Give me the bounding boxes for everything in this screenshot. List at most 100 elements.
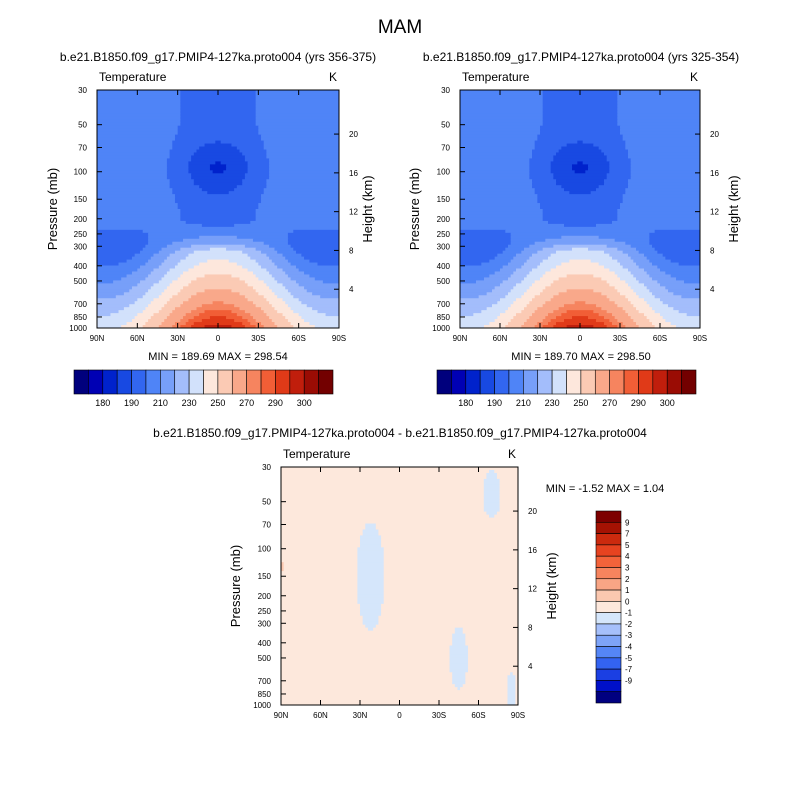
colorbar-swatch [436,369,452,395]
contour-cell [537,197,624,201]
contour-cell [281,511,487,516]
contour-cell [542,289,568,293]
contour-cell [449,648,469,653]
contour-cell [360,606,382,611]
contour-cell [375,523,518,528]
contour-cell [118,262,146,267]
contour-cell [261,322,276,326]
contour-cell [617,92,700,97]
contour-cell [236,146,265,151]
y-tick-label: 150 [74,195,88,204]
contour-cell [532,152,557,157]
contour-cell [177,262,200,267]
y-tick-label: 400 [437,262,451,271]
contour-cell [512,672,518,676]
contour-cell [550,167,573,171]
contour-cell [255,217,339,222]
colorbar-swatch [652,369,668,395]
contour-cell [486,292,509,296]
contour-cell [617,247,637,252]
contour-cell [255,274,273,279]
contour-cell [201,304,235,308]
contour-cell [577,161,584,165]
contour-cell [460,185,533,189]
contour-cell [649,289,669,293]
contour-cell [196,149,241,154]
contour-cell [564,188,597,192]
y-tick-label: 500 [437,277,451,286]
contour-cell [180,289,206,293]
contour-cell [670,322,700,326]
contour-cell [247,167,270,171]
contour-cell [660,283,700,287]
contour-cell [496,475,518,480]
contour-cell [526,259,544,264]
contour-cell [540,125,621,130]
colorbar-swatch [116,369,132,395]
contour-cell [255,119,339,124]
contour-cell [553,295,608,299]
contour-cell [561,262,600,267]
contour-cell [97,176,168,180]
contour-cell [524,307,538,311]
contour-cell [452,633,466,638]
contour-cell [274,262,292,267]
contour-cell [97,188,173,192]
contour-cell [255,116,339,121]
contour-cell [628,253,645,258]
contour-cell [244,295,265,299]
contour-cell [295,280,324,284]
contour-cell [654,229,700,234]
contour-cell [360,612,382,617]
contour-cell [460,101,544,106]
contour-cell [481,262,509,267]
contour-cell [266,149,339,154]
contour-cell [550,253,610,258]
y-tick-label: 50 [262,498,271,507]
contour-cell [281,639,453,644]
contour-cell [665,271,700,276]
contour-cell [161,322,176,326]
contour-cell [281,693,509,697]
contour-cell [97,220,187,225]
contour-cell [281,603,361,608]
y-tick-label: 100 [437,168,451,177]
contour-cell [110,313,138,317]
contour-cell [360,603,382,608]
contour-cell [271,319,289,323]
contour-cell [293,247,339,252]
contour-cell [97,265,141,270]
contour-cell [633,289,650,293]
colorbar-swatch [231,369,247,395]
contour-cell [532,313,549,317]
colorbar-swatch [145,369,161,395]
contour-cell [499,484,518,489]
contour-cell [614,286,632,290]
contour-cell [460,292,488,296]
contour-cell [244,325,257,328]
contour-cell [281,532,364,537]
contour-cell [649,304,669,308]
contour-cell [449,657,469,661]
contour-cell [630,256,648,261]
contour-cell [452,636,466,641]
x-tick-label: 30S [613,334,627,343]
contour-cell [301,301,339,305]
contour-cell [596,304,618,308]
contour-cell [266,283,284,287]
x-tick-label: 0 [216,334,221,343]
contour-cell [383,591,518,596]
contour-cell [250,220,339,225]
contour-cell [500,283,517,287]
contour-cell [460,110,544,115]
contour-cell [290,277,316,282]
colorbar-swatch [217,369,233,395]
contour-cell [242,179,267,183]
contour-cell [193,182,243,186]
colorbar-swatch [595,567,622,580]
contour-cell [524,247,544,252]
contour-cell [454,627,464,632]
contour-cell [452,642,466,647]
contour-cell [454,684,464,688]
contour-cell [383,600,518,605]
